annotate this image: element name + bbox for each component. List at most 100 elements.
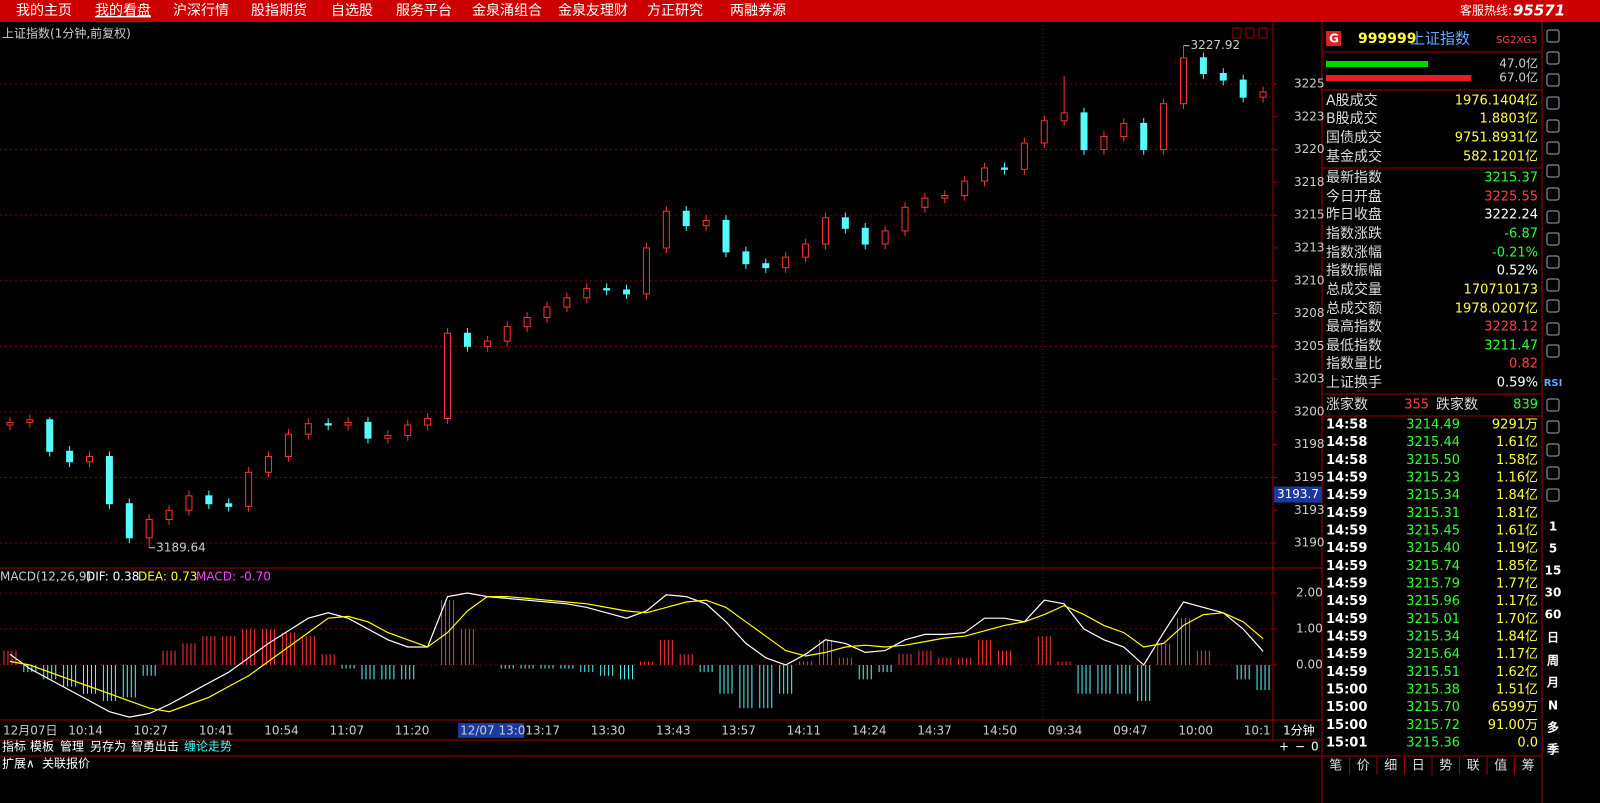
hotline-label: 客服热线: bbox=[1460, 3, 1512, 18]
x-tick-label: 10:54 bbox=[264, 724, 299, 738]
flow-label: 67.0亿 bbox=[1499, 70, 1538, 85]
candle-body bbox=[722, 219, 730, 253]
candle-body bbox=[1239, 79, 1247, 98]
zoom-button[interactable]: + bbox=[1279, 740, 1289, 754]
toolbar-button[interactable]: 管理 bbox=[60, 739, 84, 754]
tool-button[interactable]: 5 bbox=[1549, 542, 1557, 556]
tool-icon[interactable] bbox=[1546, 398, 1560, 412]
menu-item[interactable]: 自选股 bbox=[331, 3, 373, 19]
tool-icon[interactable] bbox=[1546, 29, 1560, 43]
tool-button[interactable]: 60 bbox=[1545, 608, 1562, 622]
tool-icon[interactable] bbox=[1546, 322, 1560, 336]
stat-value: -6.87 bbox=[1504, 227, 1538, 242]
y-tick-label: 3203 bbox=[1294, 372, 1325, 386]
menu-item[interactable]: 我的看盘 bbox=[95, 2, 151, 19]
candle-body bbox=[961, 180, 969, 197]
tool-icon[interactable] bbox=[1546, 299, 1560, 313]
tool-icon[interactable] bbox=[1546, 344, 1560, 358]
macd-legend: DEA: 0.73 bbox=[138, 570, 197, 584]
candle-body bbox=[802, 243, 810, 258]
tool-button[interactable]: N bbox=[1548, 699, 1558, 713]
toolbar-button[interactable]: 模板 bbox=[30, 740, 54, 754]
x-tick-label: 13:43 bbox=[656, 724, 691, 738]
tool-button[interactable]: 15 bbox=[1545, 564, 1562, 578]
tool-button[interactable]: 日 bbox=[1547, 631, 1559, 645]
stat-label: 最新指数 bbox=[1326, 170, 1382, 186]
menu-item[interactable]: 金泉友理财 bbox=[558, 2, 628, 19]
macd-line bbox=[9, 596, 1264, 713]
panel-tab[interactable]: 值 bbox=[1494, 758, 1507, 774]
x-tick-label: 09:47 bbox=[1113, 724, 1148, 738]
candle-body bbox=[86, 456, 94, 463]
toolbar-button[interactable]: 扩展∧ bbox=[2, 757, 35, 771]
candle-body bbox=[324, 423, 332, 426]
menu-item[interactable]: 方正研究 bbox=[647, 3, 703, 19]
panel-button[interactable] bbox=[1232, 27, 1242, 39]
panel-tab[interactable]: 势 bbox=[1439, 758, 1452, 774]
macd-line bbox=[9, 592, 1264, 718]
toolbar-button[interactable]: 另存为 bbox=[90, 740, 126, 754]
panel-button[interactable] bbox=[1245, 27, 1255, 39]
candle-body bbox=[444, 332, 452, 419]
tool-button[interactable]: 周 bbox=[1547, 654, 1559, 668]
tool-icon[interactable] bbox=[1546, 141, 1560, 155]
high-annotation: 3227.92 bbox=[1190, 38, 1240, 52]
zoom-button[interactable]: 0 bbox=[1311, 740, 1319, 754]
panel-tab[interactable]: 联 bbox=[1467, 759, 1480, 774]
menu-item[interactable]: 金泉涌组合 bbox=[472, 2, 542, 19]
tool-button[interactable]: 多 bbox=[1547, 720, 1559, 735]
tool-icon[interactable] bbox=[1546, 443, 1560, 457]
trade-time: 14:58 bbox=[1326, 418, 1367, 433]
candle-body bbox=[46, 419, 54, 452]
period-label[interactable]: 1分钟 bbox=[1283, 723, 1315, 738]
panel-tab[interactable]: 筹 bbox=[1522, 758, 1535, 774]
menu-item[interactable]: 我的主页 bbox=[16, 3, 72, 19]
tool-icon[interactable] bbox=[1546, 255, 1560, 269]
tool-icon[interactable] bbox=[1546, 466, 1560, 480]
tool-button[interactable]: 季 bbox=[1546, 742, 1560, 757]
candle-body bbox=[1000, 167, 1008, 170]
trade-volume: 6599万 bbox=[1492, 700, 1538, 715]
tool-icon[interactable] bbox=[1546, 119, 1560, 133]
panel-tab[interactable]: 笔 bbox=[1329, 758, 1342, 774]
trade-volume: 1.84亿 bbox=[1496, 630, 1538, 645]
tool-icon[interactable] bbox=[1546, 488, 1560, 502]
candle-body bbox=[344, 421, 352, 426]
stat-value: 3215.37 bbox=[1484, 171, 1538, 186]
tool-button[interactable]: 1 bbox=[1549, 520, 1557, 534]
stat-value: 1.8803亿 bbox=[1480, 112, 1539, 127]
x-tick-label: 12/07 13:01 bbox=[460, 724, 533, 738]
menu-item[interactable]: 股指期货 bbox=[251, 2, 307, 19]
tool-icon[interactable] bbox=[1546, 278, 1560, 292]
panel-tab[interactable]: 细 bbox=[1384, 759, 1397, 774]
menu-item[interactable]: 两融券源 bbox=[730, 3, 786, 19]
panel-tab[interactable]: 日 bbox=[1412, 759, 1425, 774]
tool-button[interactable]: 30 bbox=[1545, 586, 1562, 600]
panel-button[interactable] bbox=[1258, 27, 1268, 39]
tool-icon[interactable] bbox=[1546, 51, 1560, 65]
panel-tab[interactable]: 价 bbox=[1357, 759, 1370, 774]
toolbar-button[interactable]: 关联报价 bbox=[42, 756, 90, 771]
tool-icon[interactable] bbox=[1546, 210, 1560, 224]
candle-body bbox=[642, 247, 650, 295]
tool-button[interactable]: RSI bbox=[1544, 378, 1563, 389]
stat-value: 3211.47 bbox=[1484, 339, 1538, 354]
zoom-button[interactable]: − bbox=[1295, 740, 1305, 754]
tool-icon[interactable] bbox=[1546, 232, 1560, 246]
tool-icon[interactable] bbox=[1546, 187, 1560, 201]
menu-item[interactable]: 服务平台 bbox=[396, 3, 452, 19]
tool-icon[interactable] bbox=[1546, 420, 1560, 434]
trade-volume: 91.00万 bbox=[1488, 718, 1538, 733]
tool-icon[interactable] bbox=[1546, 96, 1560, 110]
toolbar-button[interactable]: 指标 bbox=[2, 739, 26, 754]
tool-icon[interactable] bbox=[1546, 164, 1560, 178]
trade-price: 3214.49 bbox=[1406, 418, 1460, 433]
tool-button[interactable]: 月 bbox=[1546, 676, 1559, 690]
x-tick-label: 14:50 bbox=[983, 724, 1018, 738]
toolbar-button[interactable]: 智勇出击 bbox=[131, 739, 179, 754]
toolbar-button[interactable]: 缠论走势 bbox=[184, 739, 232, 754]
tool-icon[interactable] bbox=[1546, 73, 1560, 87]
trade-price: 3215.51 bbox=[1406, 665, 1460, 680]
candle-body bbox=[384, 435, 392, 439]
menu-item[interactable]: 沪深行情 bbox=[173, 3, 229, 19]
